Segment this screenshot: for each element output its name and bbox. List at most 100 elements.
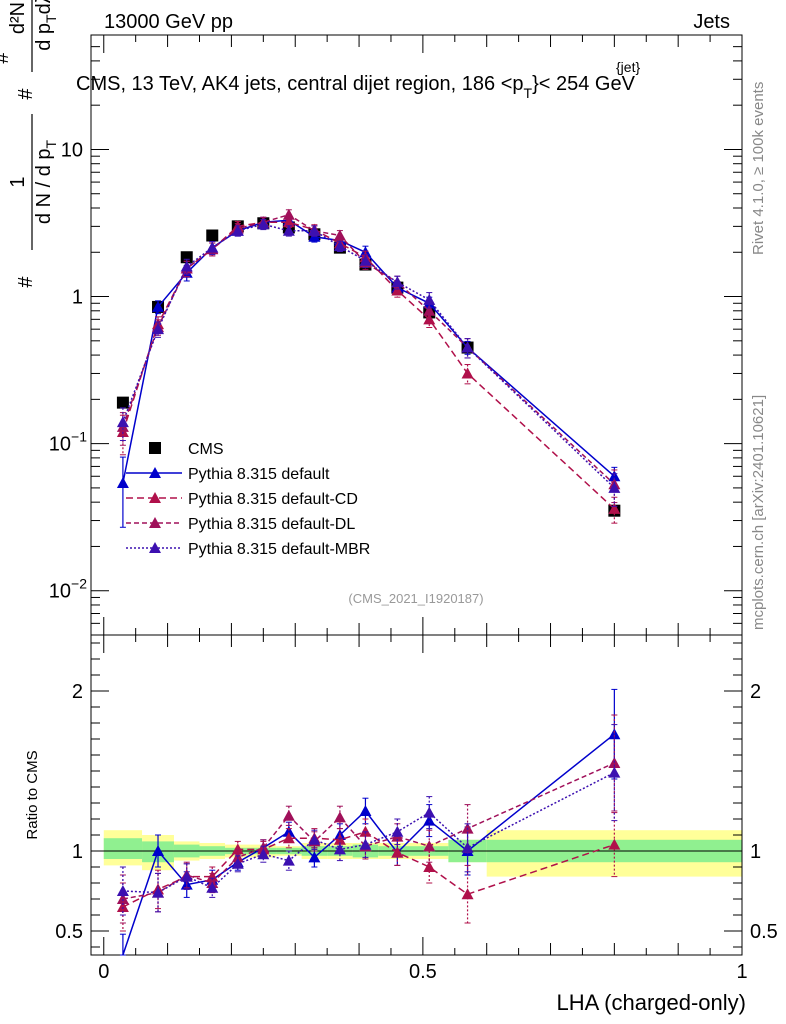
main-ylabel-frac2-den-end: dλ (33, 0, 55, 14)
main-title-sup: {jet} (616, 59, 640, 75)
legend-marker (149, 517, 161, 528)
main-ylabel-prefix: # (15, 276, 37, 288)
main-ytick-base: 10 (49, 434, 71, 456)
main-title-end: }< 254 GeV (532, 73, 636, 95)
main-ylabel-frac-den-text: d N / d p (33, 148, 55, 224)
main-title-sub: T (524, 85, 533, 101)
legend-label: Pythia 8.315 default-CD (188, 491, 358, 508)
series-marker (116, 416, 129, 428)
ratio-series-marker (423, 814, 436, 826)
legend-marker (149, 542, 161, 553)
ratio-series-marker (116, 901, 129, 912)
main-ylabel: # 1 d N / d pT # d²N d pTdλ # (0, 0, 59, 288)
ratio-xtick-label: 0 (98, 961, 109, 983)
ratio-series-dl (116, 714, 621, 924)
main-ytick-label: 10−2 (49, 576, 87, 603)
ratio-series-marker (391, 846, 404, 858)
ratio-series-marker (308, 851, 321, 863)
series-marker (461, 367, 474, 379)
series-marker (231, 224, 244, 236)
legend-label: Pythia 8.315 default-MBR (188, 541, 370, 558)
ratio-series-marker (461, 841, 474, 853)
main-ylabel-hash2: # (0, 52, 13, 64)
analysis-id: (CMS_2021_I1920187) (348, 591, 483, 606)
main-ytick-base: 10 (49, 581, 71, 603)
ratio-series-marker (423, 861, 436, 872)
main-title-text: CMS, 13 TeV, AK4 jets, central dijet reg… (76, 73, 524, 95)
series-marker (333, 240, 346, 252)
ratio-axis-ticks: 0.5 0.51 12 20 0.5 1 (55, 635, 778, 983)
ratio-series-marker (359, 805, 372, 816)
ratio-ytick-label: 1 (72, 841, 83, 863)
ratio-series-mbr (116, 724, 621, 916)
series-marker (180, 260, 193, 272)
ratio-series-marker (282, 825, 295, 837)
main-ylabel-frac2-den-text: d p (33, 23, 55, 51)
header-left: 13000 GeV pp (104, 11, 233, 33)
ratio-xtick-label: 0.5 (409, 961, 437, 983)
ratio-series-marker (152, 845, 165, 856)
data-point (116, 396, 129, 409)
ratio-xtick-label: 1 (736, 961, 747, 983)
ratio-series-line (122, 762, 615, 900)
ratio-series-marker (116, 885, 129, 896)
ratio-series-marker (206, 881, 219, 893)
ratio-series-marker (359, 838, 372, 850)
series-marker (152, 323, 165, 335)
main-ylabel-frac-den: d N / d pT (33, 139, 59, 224)
legend-marker-data (149, 442, 161, 454)
series-marker (333, 229, 346, 241)
series-marker (282, 216, 295, 228)
ratio-series-marker (116, 893, 129, 904)
main-ylabel-frac2-den-sub: T (43, 14, 59, 23)
header-right: Jets (693, 11, 730, 33)
series-marker (116, 476, 129, 488)
series-marker (282, 208, 295, 220)
data-point (180, 251, 193, 264)
series-marker (152, 300, 165, 312)
main-ytick-label: 1 (72, 287, 83, 309)
ratio-panel-frame (90, 634, 743, 956)
ratio-ytick-label-right: 0.5 (750, 921, 778, 943)
main-ylabel-frac2-num: d²N (7, 2, 29, 34)
main-ytick-label: 10−1 (49, 429, 87, 456)
legend: CMS Pythia 8.315 default Pythia 8.315 defa… (126, 441, 370, 558)
legend-marker (149, 467, 161, 478)
legend-marker (149, 492, 161, 503)
series-line (122, 213, 615, 485)
ratio-series-marker (308, 833, 321, 845)
side-rivet: Rivet 4.1.0, ≥ 100k events (750, 82, 767, 255)
ratio-series-marker (423, 806, 436, 818)
data-point (206, 229, 219, 242)
series-mbr (116, 218, 621, 507)
main-ytick-exp: −1 (71, 429, 87, 445)
main-ytick-exp: −2 (71, 576, 87, 592)
series-marker (608, 502, 621, 514)
ratio-series-marker (333, 843, 346, 855)
legend-label: CMS (188, 441, 224, 458)
main-ytick-base: 1 (72, 287, 83, 309)
ratio-series-marker (608, 838, 621, 850)
ratio-series-line (122, 733, 615, 956)
series-marker (282, 224, 295, 236)
series-marker (359, 254, 372, 266)
main-ytick-label: 10 (61, 139, 83, 161)
ratio-series-marker (423, 840, 436, 852)
main-ylabel-frac2-den: d pTdλ (33, 0, 59, 51)
series-marker (391, 284, 404, 296)
series-marker (308, 224, 321, 236)
ratio-series-marker (206, 870, 219, 882)
legend-label: Pythia 8.315 default (188, 466, 330, 483)
legend-label: Pythia 8.315 default-DL (188, 516, 355, 533)
main-ytick-base: 10 (61, 139, 83, 161)
series-marker (423, 293, 436, 305)
ratio-series-marker (180, 870, 193, 882)
main-ylabel-frac-num: 1 (7, 176, 29, 187)
series-line (122, 223, 615, 489)
ratio-series-marker (257, 848, 270, 860)
ratio-series-marker (333, 811, 346, 823)
ratio-series-default (119, 688, 621, 956)
ratio-series-marker (152, 886, 165, 898)
ratio-series-marker (391, 825, 404, 837)
